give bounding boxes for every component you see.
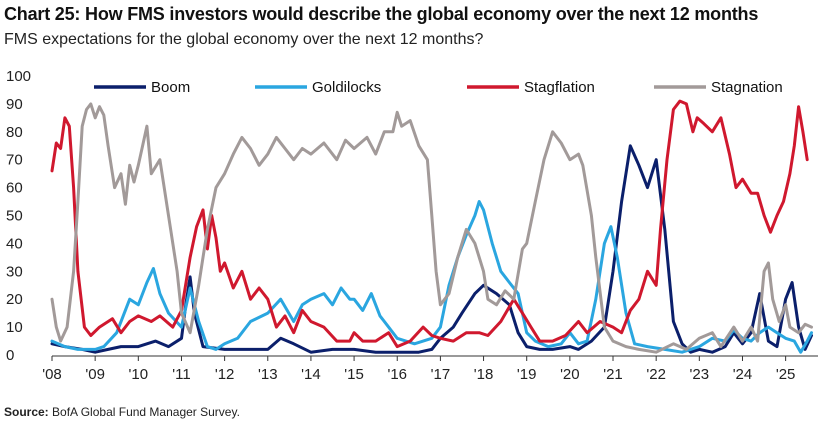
- x-tick-label-2019: '19: [517, 366, 537, 383]
- source-text: BofA Global Fund Manager Survey.: [52, 405, 240, 419]
- legend-label-stagflation: Stagflation: [524, 79, 595, 96]
- series-line-stagflation: [50, 99, 809, 349]
- x-tick-label-2021: '21: [603, 366, 623, 383]
- source-label: Source:: [4, 405, 49, 419]
- y-tick-label-100: 100: [6, 68, 31, 85]
- x-tick-label-2017: '17: [431, 366, 451, 383]
- x-tick-label-2012: '12: [215, 366, 235, 383]
- legend: Boom Goldilocks Stagflation Stagnation: [94, 79, 783, 96]
- y-tick-label-80: 80: [6, 124, 23, 141]
- y-tick-label-10: 10: [6, 319, 23, 336]
- x-tick-label-2018: '18: [474, 366, 494, 383]
- legend-label-goldilocks: Goldilocks: [312, 79, 381, 96]
- y-tick-label-60: 60: [6, 180, 23, 197]
- chart-title: Chart 25: How FMS investors would descri…: [4, 4, 759, 24]
- source-note: Source: BofA Global Fund Manager Survey.: [4, 405, 240, 419]
- plot-area: [50, 99, 813, 354]
- x-tick-label-2009: '09: [85, 366, 105, 383]
- y-tick-label-20: 20: [6, 291, 23, 308]
- y-axis-ticks: 0 10 20 30 40 50 60 70 80 90 100: [6, 68, 31, 364]
- x-tick-label-2013: '13: [258, 366, 278, 383]
- x-tick-label-2010: '10: [129, 366, 149, 383]
- x-tick-label-2025: '25: [776, 366, 796, 383]
- x-tick-label-2008: '08: [42, 366, 62, 383]
- x-tick-label-2023: '23: [690, 366, 710, 383]
- x-tick-label-2014: '14: [301, 366, 321, 383]
- y-tick-label-30: 30: [6, 263, 23, 280]
- y-tick-label-40: 40: [6, 235, 23, 252]
- legend-label-boom: Boom: [151, 79, 190, 96]
- x-tick-label-2022: '22: [646, 366, 666, 383]
- y-tick-label-90: 90: [6, 96, 23, 113]
- x-tick-label-2020: '20: [560, 366, 580, 383]
- legend-label-stagnation: Stagnation: [711, 79, 783, 96]
- x-tick-label-2016: '16: [387, 366, 407, 383]
- x-tick-label-2011: '11: [172, 366, 190, 383]
- x-tick-label-2015: '15: [344, 366, 364, 383]
- y-tick-label-70: 70: [6, 152, 23, 169]
- x-tick-label-2024: '24: [733, 366, 753, 383]
- y-tick-label-0: 0: [6, 347, 14, 364]
- series-line-stagnation: [50, 102, 813, 354]
- x-axis-ticks: '08 '09 '10 '11 '12 '13 '14 '15 '16 '17 '18 '19 '20 '…: [42, 356, 795, 383]
- y-tick-label-50: 50: [6, 208, 23, 225]
- chart-subtitle: FMS expectations for the global economy …: [4, 31, 484, 48]
